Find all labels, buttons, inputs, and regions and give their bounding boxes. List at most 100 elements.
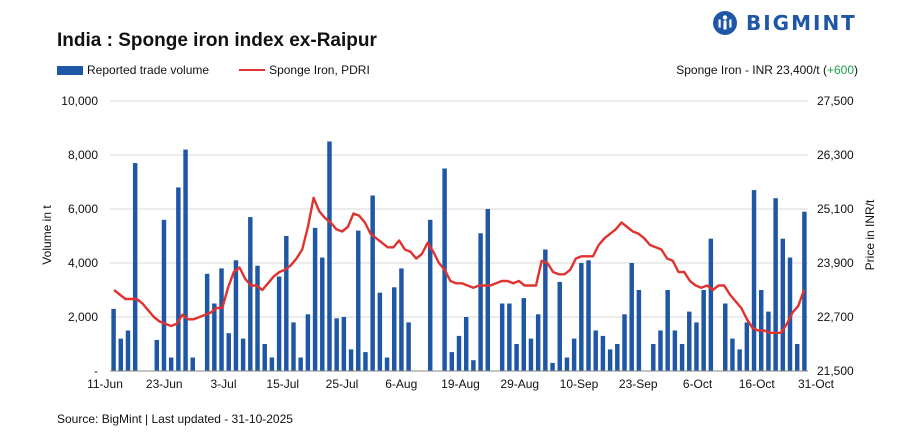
volume-bar: [535, 314, 541, 371]
volume-bar: [463, 317, 469, 371]
chart-title: India : Sponge iron index ex-Raipur: [57, 30, 377, 51]
x-tick-label: 15-Jul: [266, 377, 299, 391]
volume-bar: [291, 322, 296, 371]
y2-tick-label: 22,700: [817, 310, 854, 324]
legend-item-volume: Reported trade volume: [57, 63, 209, 77]
volume-bar: [615, 344, 620, 371]
volume-bar: [701, 290, 706, 371]
volume-bar: [132, 163, 138, 371]
volume-bar: [658, 330, 663, 371]
price-series-line: [113, 196, 806, 334]
x-tick-label: 29-Aug: [500, 377, 539, 391]
volume-bar: [636, 290, 642, 371]
price-line: [113, 196, 806, 334]
volume-bar: [356, 230, 361, 371]
volume-bar: [363, 352, 368, 371]
volume-bar: [607, 349, 613, 371]
volume-bar: [298, 357, 303, 371]
volume-bar: [744, 322, 750, 371]
volume-bar: [528, 338, 534, 371]
volume-bar: [586, 260, 591, 371]
legend-swatch-line: [239, 69, 266, 71]
price-change: +600: [826, 63, 854, 77]
volume-bar: [154, 339, 160, 371]
y2-tick-label: 23,900: [817, 256, 854, 270]
legend-label-price: Sponge Iron, PDRI: [269, 63, 370, 77]
y-tick-label: 4,000: [68, 256, 98, 270]
x-tick-label: 19-Aug: [441, 377, 480, 391]
volume-bar: [219, 268, 224, 371]
y2-tick-label: 21,500: [817, 364, 854, 378]
y-tick-label: 6,000: [68, 202, 98, 216]
bigmint-logo-icon: [713, 11, 737, 35]
volume-bar: [427, 219, 433, 371]
bigmint-logo: BIGMINT: [712, 8, 857, 38]
volume-bar: [240, 338, 246, 371]
axes: - 2,000 4,000 6,000 8,000 10,000 21,500 22,700 2…: [61, 94, 854, 391]
legend-swatch-bar: [57, 65, 83, 75]
chart-legend: Reported trade volume Sponge Iron, PDRI: [57, 63, 400, 77]
legend-label-volume: Reported trade volume: [87, 63, 210, 77]
volume-bar: [284, 236, 289, 371]
volume-bar: [226, 333, 231, 371]
x-tick-label: 6-Oct: [683, 377, 713, 391]
volume-bar: [204, 273, 210, 371]
volume-bar: [233, 260, 239, 371]
source-note: Source: BigMint | Last updated - 31-10-2…: [57, 412, 293, 426]
y2-tick-label: 27,500: [817, 94, 854, 108]
volume-bar: [723, 303, 728, 371]
volume-bar: [276, 276, 282, 371]
y2-tick-label: 25,100: [817, 202, 854, 216]
y-tick-label: 8,000: [68, 148, 98, 162]
x-tick-label: 23-Jun: [146, 377, 183, 391]
volume-bar: [730, 338, 735, 371]
volume-bar: [593, 330, 598, 371]
x-tick-label: 31-Oct: [798, 377, 835, 391]
price-note: Sponge Iron - INR 23,400/t (+600): [676, 63, 858, 77]
volume-bar: [348, 349, 354, 371]
volume-bar: [737, 349, 742, 371]
volume-bar: [521, 298, 526, 371]
volume-bar: [600, 335, 606, 371]
volume-bar: [478, 233, 483, 371]
volume-bar: [262, 344, 267, 371]
volume-bar: [305, 314, 311, 371]
x-tick-label: 11-Jun: [87, 377, 123, 391]
volume-bars: [111, 141, 807, 371]
volume-bar: [787, 257, 793, 371]
x-tick-label: 23-Sep: [619, 377, 658, 391]
x-tick-label: 10-Sep: [560, 377, 599, 391]
volume-bar: [550, 362, 555, 371]
y-tick-label: 2,000: [68, 310, 98, 324]
volume-bar: [672, 330, 678, 371]
logo-text: BIGMINT: [746, 11, 857, 35]
volume-bar: [651, 344, 656, 371]
volume-bar: [773, 198, 778, 371]
volume-bar: [679, 344, 685, 371]
volume-bar: [125, 330, 131, 371]
volume-bar: [384, 357, 390, 371]
legend-item-price: Sponge Iron, PDRI: [239, 63, 370, 77]
x-tick-label: 25-Jul: [326, 377, 359, 391]
volume-bar: [571, 338, 577, 371]
volume-bar: [514, 344, 519, 371]
x-tick-label: 16-Oct: [739, 377, 776, 391]
volume-bar: [579, 263, 584, 371]
volume-bar: [118, 338, 124, 371]
volume-bar: [543, 249, 548, 371]
volume-bar: [507, 303, 512, 371]
volume-bar: [471, 360, 476, 371]
x-tick-label: 6-Aug: [385, 377, 417, 391]
volume-bar: [392, 287, 397, 371]
volume-bar: [212, 303, 217, 371]
volume-bar: [708, 238, 714, 371]
volume-bar: [665, 290, 670, 371]
volume-bar: [190, 357, 195, 371]
y-tick-label: -: [94, 364, 98, 378]
x-tick-label: 3-Jul: [210, 377, 236, 391]
volume-bar: [183, 149, 188, 371]
volume-bar: [255, 265, 260, 371]
volume-bar: [168, 357, 174, 371]
volume-bar: [161, 219, 167, 371]
